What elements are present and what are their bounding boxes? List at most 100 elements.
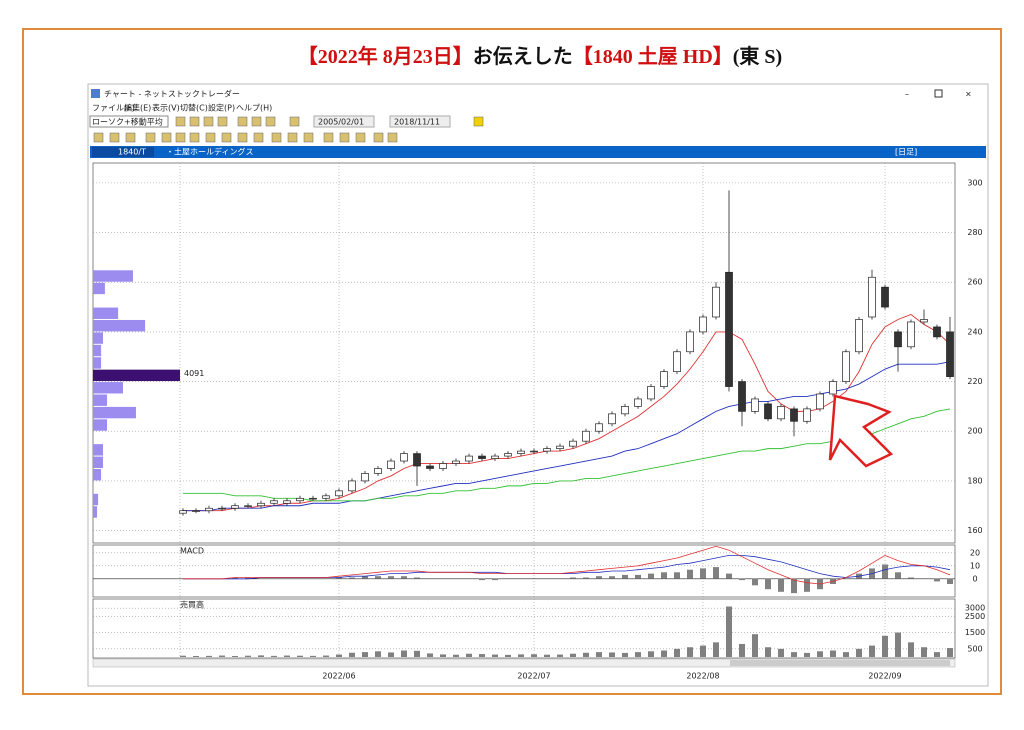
tool[interactable] [303,132,314,143]
tool[interactable] [287,132,298,143]
candle-body [803,408,811,422]
scrollbar[interactable] [92,658,956,668]
chart-type-text: ローソク+移動平均 [92,117,163,127]
menu-item[interactable]: 編集(E) [124,103,151,113]
restore[interactable] [934,89,943,98]
volume-profile-bar [93,456,103,468]
menu-item[interactable]: 設定(P) [208,103,235,113]
macd-bar [674,572,680,579]
tool[interactable] [93,132,104,143]
volume-bar [206,655,212,657]
candle-body [192,510,200,512]
menu-item[interactable]: ヘルプ(H) [236,104,272,113]
macd-bar [947,578,953,584]
y-tick-label: 2500 [965,612,985,621]
period: [日足] [895,148,917,157]
candle-body [478,455,486,459]
macd-bar [765,578,771,590]
volume-bar [518,654,524,657]
x-tick-label: 2022/09 [868,672,901,681]
minimize[interactable]: – [905,90,909,99]
menu-item[interactable]: ファイル(F) [92,104,135,113]
menu-item[interactable]: 表示(V) [152,103,180,113]
macd-bar [661,572,667,579]
volume-profile-bar [93,382,123,394]
date-to[interactable] [389,115,451,128]
tool[interactable] [323,132,334,143]
candle-body [426,465,434,469]
date-from-text: 2005/02/01 [318,118,364,127]
tool[interactable] [289,116,300,127]
macd-line [183,545,951,585]
tool[interactable] [265,116,276,127]
tool[interactable] [355,132,366,143]
tool[interactable] [189,132,200,143]
macd-bar [700,568,706,579]
volume-bar [180,655,186,657]
volume-bar [713,642,719,657]
menu-item[interactable]: 切替(C) [180,103,208,113]
chart-type-select[interactable] [89,115,169,128]
volume-bar [466,653,472,657]
y-tick-label: 20 [970,548,980,557]
candle-body [465,455,473,462]
help[interactable] [473,116,484,127]
tool[interactable] [237,132,248,143]
x-tick-label: 2022/06 [322,672,355,681]
tool[interactable] [109,132,120,143]
y-tick-label: 260 [967,278,982,287]
volume-bar [687,647,693,657]
volume-bar [908,642,914,657]
panel-title: 売買高 [180,600,204,610]
candle-body [244,505,252,507]
volume-bar [869,645,875,657]
tool[interactable] [205,132,216,143]
macd-bar [622,574,628,579]
volume-bar [544,654,550,657]
ma-line [183,361,951,512]
tool[interactable] [217,116,228,127]
macd-bar [713,567,719,579]
y-tick-label: 240 [967,327,982,336]
tool[interactable] [221,132,232,143]
tool[interactable] [175,132,186,143]
tool[interactable] [189,116,200,127]
macd-bar [414,577,420,579]
tool[interactable] [339,132,350,143]
scroll-thumb[interactable] [730,660,950,666]
y-tick-label: 280 [967,228,982,237]
headline-market: (東 S) [733,45,782,68]
tool[interactable] [251,116,262,127]
volume-bar [661,650,667,657]
stock-name: ・土屋ホールディングス [166,147,253,157]
volume-profile-bar [93,319,146,332]
volume-profile-bar [93,270,133,282]
tool[interactable] [237,116,248,127]
tool[interactable] [203,116,214,127]
candle-body [829,381,837,395]
candle-body [946,331,954,377]
macd-bar [687,569,693,579]
date-from[interactable] [313,115,375,128]
tool[interactable] [271,132,282,143]
y-tick-label: 1500 [965,628,985,637]
macd-bar [804,578,810,592]
tool[interactable] [145,132,156,143]
volume-bar [739,643,745,657]
tool[interactable] [253,132,264,143]
close[interactable]: × [965,90,972,99]
volume-bar [414,650,420,657]
candle-body [842,351,850,382]
volume-bar [336,654,342,657]
tool[interactable] [161,132,172,143]
y-tick-label: 10 [970,561,980,570]
volume-bar [505,654,511,657]
tool[interactable] [175,116,186,127]
tool[interactable] [373,132,384,143]
headline: 【2022年 8月23日】お伝えした【1840 土屋 HD】(東 S) [298,44,782,68]
volume-bar [375,651,381,657]
candle-body [413,453,421,467]
tool[interactable] [125,132,136,143]
tool[interactable] [387,132,398,143]
